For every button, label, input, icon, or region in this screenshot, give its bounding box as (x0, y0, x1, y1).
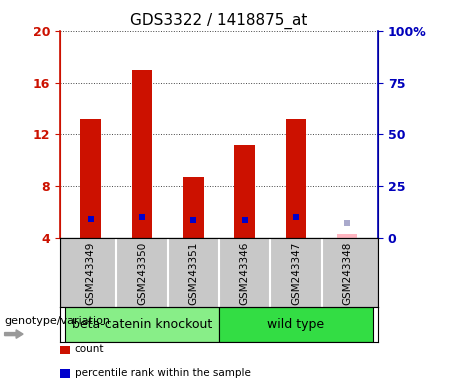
Bar (132, 70, 152, 238)
Text: wild type: wild type (267, 318, 325, 331)
Text: count: count (75, 344, 104, 354)
Text: genotype/variation: genotype/variation (5, 316, 111, 326)
Text: GSM243346: GSM243346 (240, 242, 249, 305)
Bar (337, 234, 357, 238)
Text: GSM243350: GSM243350 (137, 242, 147, 305)
Bar (183, 177, 204, 238)
Bar (219, 307, 373, 342)
Bar (65, 307, 219, 342)
Bar (234, 145, 255, 238)
Title: GDS3322 / 1418875_at: GDS3322 / 1418875_at (130, 13, 307, 29)
Text: percentile rank within the sample: percentile rank within the sample (75, 368, 251, 378)
Text: GSM243348: GSM243348 (342, 242, 352, 305)
Bar (81, 119, 101, 238)
Text: GSM243351: GSM243351 (189, 242, 198, 305)
Text: beta-catenin knockout: beta-catenin knockout (72, 318, 212, 331)
Text: GSM243349: GSM243349 (86, 242, 96, 305)
Text: GSM243347: GSM243347 (291, 242, 301, 305)
Bar (286, 119, 306, 238)
